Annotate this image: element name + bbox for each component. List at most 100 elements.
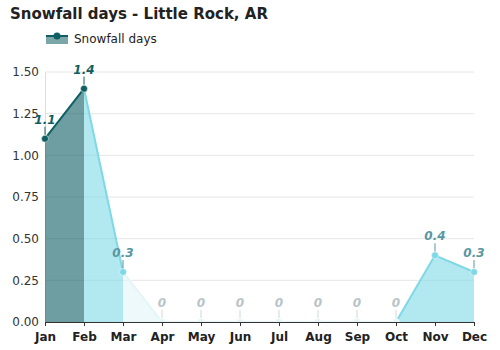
label-stem xyxy=(279,310,280,318)
label-stem xyxy=(162,310,163,318)
area-segment xyxy=(357,322,396,323)
x-tick: Sep xyxy=(345,322,371,344)
y-tick: 1.00 xyxy=(12,149,45,163)
area-segment xyxy=(162,322,201,323)
label-stem xyxy=(435,243,436,251)
data-label: 0.3 xyxy=(463,246,484,260)
x-tick: Jan xyxy=(34,322,56,344)
data-label: 0.4 xyxy=(424,229,445,243)
grid-line xyxy=(45,72,474,73)
area-segment xyxy=(123,272,162,322)
data-label: 1.4 xyxy=(73,63,94,77)
label-stem xyxy=(240,310,241,318)
x-tick-mark xyxy=(201,322,202,326)
marker xyxy=(198,319,205,323)
x-tick-label: Mar xyxy=(111,330,137,344)
x-tick-mark xyxy=(240,322,241,326)
x-tick: Jun xyxy=(229,322,252,344)
data-labels: 1.11.40.300000000.40.3 xyxy=(34,63,484,318)
data-label: 0.3 xyxy=(112,246,133,260)
x-tick-label: Sep xyxy=(345,330,371,344)
x-tick-mark xyxy=(357,322,358,326)
marker xyxy=(42,135,49,142)
x-tick: Nov xyxy=(422,322,448,344)
line-segment xyxy=(84,89,123,272)
x-tick-label: Oct xyxy=(385,330,408,344)
label-stem xyxy=(474,260,475,268)
area-segment xyxy=(240,322,279,323)
y-tick-label: 1.00 xyxy=(12,149,39,163)
line-segment xyxy=(201,321,240,322)
label-stem xyxy=(45,127,46,135)
x-tick: Oct xyxy=(385,322,408,344)
line-segment xyxy=(279,321,318,322)
marker xyxy=(471,269,478,276)
y-tick: 0.50 xyxy=(12,232,45,246)
x-tick: Mar xyxy=(111,322,137,344)
grid-line xyxy=(45,155,474,156)
x-tick: Apr xyxy=(151,322,175,344)
marker xyxy=(315,319,322,323)
x-tick-mark xyxy=(474,322,475,326)
legend: Snowfall days xyxy=(46,32,157,46)
title: Snowfall days - Little Rock, AR xyxy=(10,5,268,23)
y-tick-label: 0.75 xyxy=(12,190,39,204)
x-tick-mark xyxy=(435,322,436,326)
x-tick-label: Jul xyxy=(270,330,288,344)
label-stem xyxy=(84,77,85,85)
x-tick-mark xyxy=(123,322,124,326)
y-tick-label: 1.50 xyxy=(12,65,39,79)
x-tick-mark xyxy=(84,322,85,326)
area-segment xyxy=(84,89,123,322)
x-tick-mark xyxy=(45,322,46,326)
x-tick-mark xyxy=(162,322,163,326)
y-tick-label: 0.25 xyxy=(12,274,39,288)
marker xyxy=(354,319,361,323)
line-segment xyxy=(123,272,162,322)
line-segment xyxy=(162,321,201,322)
marker xyxy=(432,252,439,259)
grid-line xyxy=(45,113,474,114)
y-tick-label: 0.00 xyxy=(12,315,39,329)
label-stem xyxy=(201,310,202,318)
x-tick-label: Jan xyxy=(34,330,56,344)
chart: Snowfall days - Little Rock, AR 0.00 0.25 0… xyxy=(0,0,500,350)
x-axis: Jan Feb Mar Apr May Jun Jul Aug Sep Oct Nov Dec xyxy=(34,322,487,344)
line-segment xyxy=(318,321,357,322)
data-label: 0 xyxy=(236,296,244,310)
label-stem xyxy=(123,260,124,268)
area-segment xyxy=(396,255,435,322)
data-label: 0 xyxy=(392,296,400,310)
y-tick-label: 0.50 xyxy=(12,232,39,246)
data-label: 0 xyxy=(314,296,322,310)
x-axis-line xyxy=(46,323,475,327)
legend-marker xyxy=(54,33,61,40)
area-segment xyxy=(318,322,357,323)
data-label: 0 xyxy=(353,296,361,310)
x-tick-label: Feb xyxy=(72,330,97,344)
x-tick-label: Jun xyxy=(229,330,252,344)
plot-area xyxy=(42,85,478,322)
x-tick: May xyxy=(188,322,216,344)
data-label: 0 xyxy=(158,296,166,310)
label-stem xyxy=(318,310,319,318)
x-tick: Jul xyxy=(270,322,288,344)
y-axis: 0.000.250.500.751.001.251.50 xyxy=(12,65,45,329)
x-tick-label: Dec xyxy=(462,330,487,344)
x-tick: Aug xyxy=(305,322,331,344)
marker xyxy=(276,319,283,323)
x-tick-mark xyxy=(279,322,280,326)
legend-label: Snowfall days xyxy=(74,32,157,46)
line-segment xyxy=(240,321,279,322)
x-tick-mark xyxy=(318,322,319,326)
x-tick: Dec xyxy=(462,322,487,344)
marker xyxy=(393,319,400,323)
marker xyxy=(81,85,88,92)
y-tick: 0.00 xyxy=(12,315,45,329)
area-segment xyxy=(435,255,474,322)
x-tick-label: May xyxy=(188,330,216,344)
grid xyxy=(45,72,474,322)
y-tick: 1.50 xyxy=(12,65,45,79)
y-tick: 0.75 xyxy=(12,190,45,204)
grid-line xyxy=(45,197,474,198)
